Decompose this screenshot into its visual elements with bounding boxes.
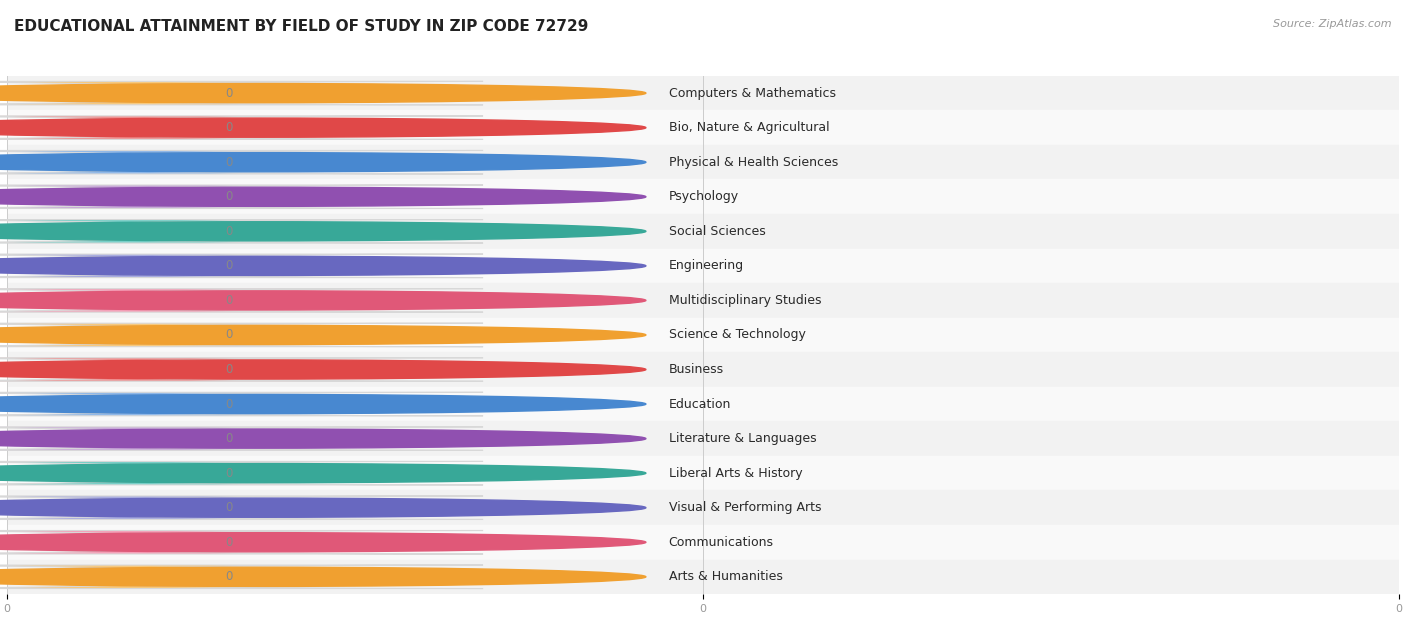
Text: Arts & Humanities: Arts & Humanities [669, 570, 783, 583]
Bar [7, 387, 1399, 422]
Text: Multidisciplinary Studies: Multidisciplinary Studies [669, 294, 821, 307]
FancyBboxPatch shape [0, 150, 484, 174]
FancyBboxPatch shape [0, 82, 484, 105]
Bar [7, 318, 1399, 352]
Bar [7, 422, 1399, 456]
Text: EDUCATIONAL ATTAINMENT BY FIELD OF STUDY IN ZIP CODE 72729: EDUCATIONAL ATTAINMENT BY FIELD OF STUDY… [14, 19, 589, 34]
FancyBboxPatch shape [0, 496, 484, 520]
Circle shape [0, 429, 645, 448]
Text: 0: 0 [225, 501, 232, 514]
FancyBboxPatch shape [0, 530, 484, 554]
Text: 0: 0 [225, 87, 232, 100]
Bar [7, 490, 1399, 525]
Text: 0: 0 [225, 570, 232, 583]
Circle shape [0, 187, 645, 207]
Text: Science & Technology: Science & Technology [669, 329, 806, 341]
FancyBboxPatch shape [0, 392, 484, 416]
Circle shape [0, 533, 645, 552]
Circle shape [0, 360, 645, 379]
FancyBboxPatch shape [0, 254, 484, 277]
Text: Visual & Performing Arts: Visual & Performing Arts [669, 501, 821, 514]
FancyBboxPatch shape [0, 323, 484, 347]
Text: Social Sciences: Social Sciences [669, 225, 765, 238]
Bar [7, 214, 1399, 248]
Circle shape [0, 394, 645, 414]
Text: Computers & Mathematics: Computers & Mathematics [669, 87, 835, 100]
Bar [7, 111, 1399, 145]
Circle shape [0, 291, 645, 310]
FancyBboxPatch shape [0, 565, 484, 588]
Circle shape [0, 463, 645, 483]
Circle shape [0, 498, 645, 518]
Circle shape [0, 152, 645, 172]
Text: 0: 0 [225, 466, 232, 480]
Bar [7, 283, 1399, 318]
Text: Source: ZipAtlas.com: Source: ZipAtlas.com [1274, 19, 1392, 29]
Bar [7, 559, 1399, 594]
Text: 0: 0 [225, 190, 232, 204]
Circle shape [0, 325, 645, 344]
FancyBboxPatch shape [0, 358, 484, 381]
FancyBboxPatch shape [0, 289, 484, 312]
Text: Liberal Arts & History: Liberal Arts & History [669, 466, 803, 480]
Bar [7, 145, 1399, 179]
Bar [7, 76, 1399, 111]
Text: Engineering: Engineering [669, 259, 744, 272]
Text: 0: 0 [225, 398, 232, 411]
Text: 0: 0 [225, 329, 232, 341]
Text: Physical & Health Sciences: Physical & Health Sciences [669, 155, 838, 169]
Circle shape [0, 118, 645, 137]
Text: Psychology: Psychology [669, 190, 738, 204]
Text: 0: 0 [225, 121, 232, 134]
Text: 0: 0 [225, 432, 232, 445]
Text: Literature & Languages: Literature & Languages [669, 432, 817, 445]
FancyBboxPatch shape [0, 219, 484, 243]
Circle shape [0, 83, 645, 103]
Text: Education: Education [669, 398, 731, 411]
Circle shape [0, 567, 645, 586]
Text: 0: 0 [225, 536, 232, 549]
Text: Bio, Nature & Agricultural: Bio, Nature & Agricultural [669, 121, 830, 134]
Bar [7, 525, 1399, 559]
FancyBboxPatch shape [0, 427, 484, 451]
Bar [7, 248, 1399, 283]
Bar [7, 352, 1399, 387]
FancyBboxPatch shape [0, 116, 484, 140]
Text: Communications: Communications [669, 536, 773, 549]
FancyBboxPatch shape [0, 185, 484, 209]
Text: 0: 0 [225, 225, 232, 238]
Bar [7, 179, 1399, 214]
Text: 0: 0 [225, 155, 232, 169]
Bar [7, 456, 1399, 490]
Text: 0: 0 [225, 363, 232, 376]
Text: 0: 0 [225, 259, 232, 272]
Circle shape [0, 256, 645, 276]
FancyBboxPatch shape [0, 461, 484, 485]
Text: Business: Business [669, 363, 724, 376]
Circle shape [0, 222, 645, 241]
Text: 0: 0 [225, 294, 232, 307]
